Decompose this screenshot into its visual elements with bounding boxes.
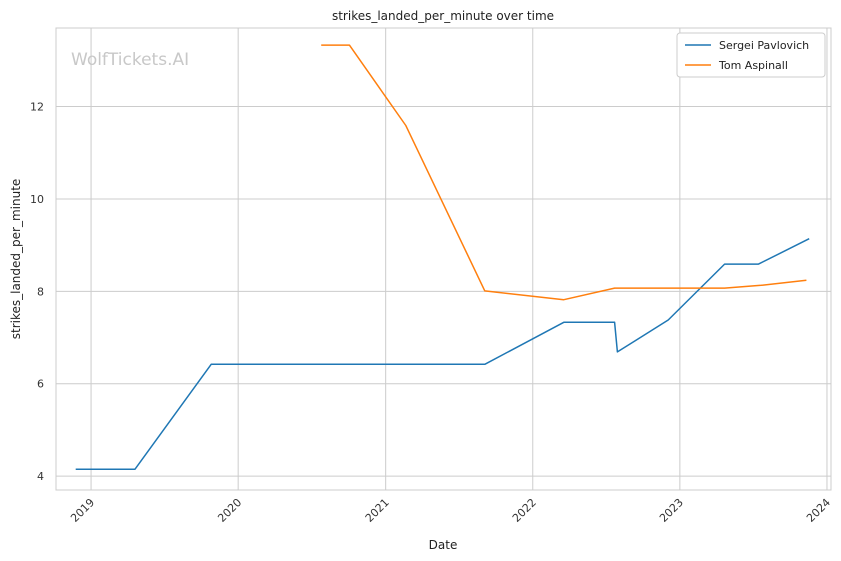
y-tick-label: 10 <box>30 193 44 206</box>
legend-box <box>676 32 826 78</box>
series-lines <box>75 44 810 470</box>
y-tick-label: 6 <box>37 378 44 391</box>
x-tick-label: 2020 <box>215 496 244 525</box>
x-tick-label: 2024 <box>804 496 833 525</box>
x-tick-label: 2022 <box>510 496 539 525</box>
x-tick-label: 2019 <box>68 496 97 525</box>
legend: Sergei Pavlovich Tom Aspinall <box>676 32 826 78</box>
series-line-sergei-pavlovich <box>75 238 810 470</box>
chart-title: strikes_landed_per_minute over time <box>332 9 554 23</box>
y-tick-label: 8 <box>37 285 44 298</box>
x-axis-title: Date <box>429 538 458 552</box>
series-line-tom-aspinall <box>321 44 807 301</box>
watermark: WolfTickets.AI <box>71 50 189 70</box>
grid <box>56 28 831 490</box>
plot-area <box>55 27 832 491</box>
y-axis-ticks: 4 6 8 10 12 <box>30 101 44 484</box>
y-tick-label: 12 <box>30 101 44 114</box>
legend-label-tom-aspinall: Tom Aspinall <box>718 59 788 72</box>
y-tick-label: 4 <box>37 470 44 483</box>
x-axis-ticks: 2019 2020 2021 2022 2023 2024 <box>68 496 833 525</box>
x-tick-label: 2021 <box>363 496 392 525</box>
x-tick-label: 2023 <box>657 496 686 525</box>
legend-label-sergei-pavlovich: Sergei Pavlovich <box>719 39 809 52</box>
y-axis-title: strikes_landed_per_minute <box>9 179 23 340</box>
